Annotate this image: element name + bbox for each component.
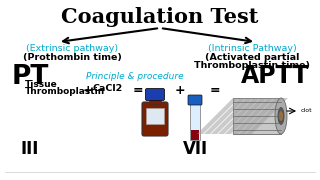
- Text: (Prothombin time): (Prothombin time): [23, 53, 121, 62]
- Text: VII: VII: [182, 140, 208, 158]
- Text: (Activated partial: (Activated partial: [205, 53, 299, 62]
- Text: CaCl2: CaCl2: [93, 84, 123, 93]
- Ellipse shape: [277, 107, 284, 125]
- Polygon shape: [239, 98, 281, 134]
- Text: +: +: [83, 84, 93, 97]
- Polygon shape: [197, 98, 239, 134]
- Text: clot: clot: [301, 107, 313, 112]
- Polygon shape: [232, 98, 274, 134]
- Text: Thromboplastin: Thromboplastin: [25, 87, 105, 96]
- Polygon shape: [218, 98, 260, 134]
- Text: APTT: APTT: [241, 64, 309, 88]
- FancyBboxPatch shape: [146, 89, 164, 100]
- Bar: [190, 104, 200, 140]
- Text: Principle & procedure: Principle & procedure: [86, 72, 184, 81]
- Text: Coagulation Test: Coagulation Test: [61, 7, 259, 27]
- Bar: [146, 108, 164, 124]
- Polygon shape: [225, 98, 267, 134]
- Bar: [149, 99, 161, 104]
- Bar: [191, 130, 199, 140]
- Polygon shape: [211, 98, 253, 134]
- Text: Thromboplastin time): Thromboplastin time): [194, 61, 310, 70]
- Text: III: III: [21, 140, 39, 158]
- Text: =: =: [133, 84, 143, 97]
- Bar: [233, 98, 281, 134]
- FancyBboxPatch shape: [142, 102, 168, 136]
- Polygon shape: [204, 98, 246, 134]
- Text: (Extrinsic pathway): (Extrinsic pathway): [26, 44, 118, 53]
- Polygon shape: [246, 98, 288, 134]
- Text: (Intrinsic Pathway): (Intrinsic Pathway): [208, 44, 296, 53]
- Ellipse shape: [275, 98, 287, 134]
- Text: PT: PT: [11, 64, 49, 90]
- Ellipse shape: [279, 111, 283, 121]
- Text: Tissue: Tissue: [25, 80, 58, 89]
- Text: =: =: [210, 84, 220, 97]
- Text: +: +: [175, 84, 185, 97]
- FancyBboxPatch shape: [188, 95, 202, 105]
